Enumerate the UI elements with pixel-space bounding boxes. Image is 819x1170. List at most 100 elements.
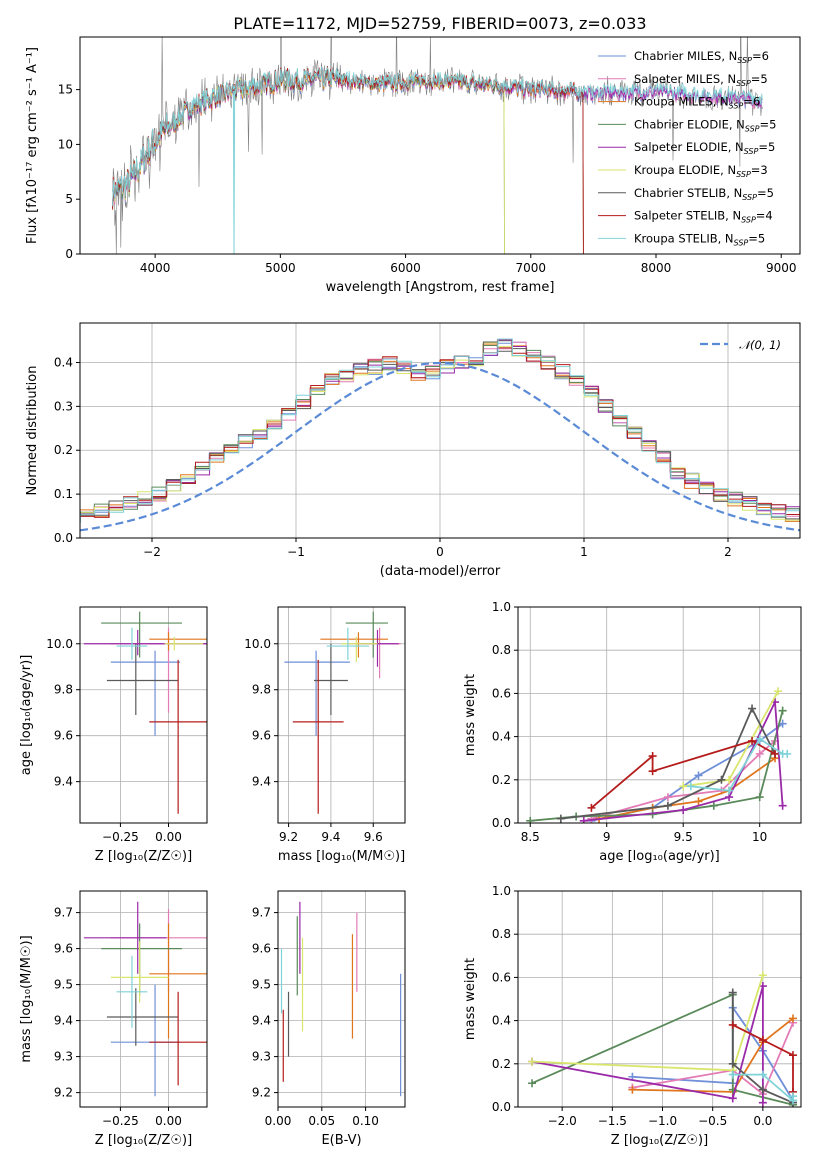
y-tick-label: 9.4	[252, 775, 271, 789]
legend-label: Kroupa STELIB, NSSP=5	[634, 231, 765, 247]
mass-weight-point	[628, 1085, 637, 1094]
model-spectrum-line	[112, 66, 763, 207]
mass-weight-point	[788, 1014, 797, 1023]
mass-weight-point	[778, 801, 787, 810]
errorbar-point	[313, 643, 348, 715]
mass-weight-point	[556, 814, 565, 823]
mass-weight-point	[748, 704, 757, 713]
mass-weight-point	[648, 767, 657, 776]
errorbar-point	[83, 629, 207, 656]
errorbar-point	[284, 650, 350, 736]
legend-label: Chabrier MILES, NSSP=6	[634, 49, 769, 65]
mass-weight-point	[728, 1059, 737, 1068]
y-axis-label: mass [log₁₀(M/M☉)]	[19, 935, 34, 1062]
mass-weight-point	[728, 1094, 737, 1103]
x-tick-label: −0.25	[102, 830, 139, 844]
errorbar-point	[116, 627, 148, 660]
y-tick-label: 0.4	[54, 355, 73, 369]
mass-weight-point	[679, 806, 688, 815]
x-tick-label: 0.00	[155, 1114, 182, 1128]
mass-vs-ebv-panel: 0.00 0.05 0.10 9.2 9.3 9.4 9.5 9.6 9.7 E(B-V)	[252, 890, 406, 1148]
errorbar-point	[149, 632, 207, 651]
errorbar-point	[110, 941, 169, 1003]
model-spectrum-line	[112, 66, 584, 254]
x-tick-label: 9.2	[279, 830, 298, 844]
mass-weight-point	[648, 752, 657, 761]
errorbar-point	[320, 632, 389, 658]
errorbar-point	[110, 984, 181, 1097]
x-tick-label: 8.5	[521, 830, 540, 844]
mass-weight-point	[758, 1098, 767, 1107]
y-tick-label: 0.2	[492, 773, 511, 787]
mass-weight-point	[783, 749, 792, 758]
legend-label: 𝒩(0, 1)	[739, 338, 781, 352]
residual-histogram-series	[80, 347, 800, 519]
y-tick-label: 15	[58, 83, 73, 97]
legend-label: Kroupa ELODIE, NSSP=3	[634, 163, 768, 179]
x-tick-label: −1	[287, 545, 305, 559]
legend-label: Salpeter STELIB, NSSP=4	[634, 209, 773, 225]
legend-label: Chabrier STELIB, NSSP=5	[634, 186, 774, 202]
y-tick-label: 0.4	[492, 730, 511, 744]
errorbar-point	[110, 650, 181, 736]
normal-distribution-curve	[80, 361, 800, 532]
y-tick-label: 0.0	[492, 1100, 511, 1114]
x-tick-label: 0.10	[352, 1114, 379, 1128]
y-tick-label: 0.0	[54, 531, 73, 545]
mass-weight-point	[663, 793, 672, 802]
mass-weight-point	[528, 1057, 537, 1066]
mass-weight-point	[679, 782, 688, 791]
age-vs-Z-panel: −0.25 0.00 9.4 9.6 9.8 10.0 Z [log₁₀(Z/Z☉)] age…	[19, 606, 208, 864]
errorbar-point	[149, 659, 207, 814]
residual-histogram-series	[80, 338, 800, 523]
y-tick-label: 0.2	[492, 1057, 511, 1071]
y-tick-label: 9.7	[252, 906, 271, 920]
mass-weight-point	[725, 775, 734, 784]
y-tick-label: 9.6	[54, 942, 73, 956]
plot-frame	[79, 36, 801, 255]
errorbar-point	[292, 659, 344, 814]
errorbar-point	[106, 643, 179, 715]
x-tick-label: 10	[752, 830, 767, 844]
y-tick-label: 5	[65, 192, 73, 206]
plot-frame	[79, 606, 208, 824]
mass-weight-point	[686, 782, 695, 791]
y-tick-label: 0.6	[492, 686, 511, 700]
y-tick-label: 0	[65, 247, 73, 261]
legend-label: Kroupa MILES, NSSP=6	[634, 95, 760, 111]
mass-weight-point	[717, 775, 726, 784]
model-spectrum-line	[112, 68, 505, 254]
spectrum-panel: 4000 5000 6000 7000 8000 9000 0 5 10 15 wavelength…	[25, 36, 801, 295]
mass-weight-point	[758, 1085, 767, 1094]
mass-weight-point	[587, 803, 596, 812]
x-axis-label: (data-model)/error	[380, 564, 501, 579]
x-axis-label: mass [log₁₀(M/M☉)]	[278, 849, 405, 864]
plot-frame	[517, 606, 802, 824]
y-tick-label: 1.0	[492, 600, 511, 614]
x-axis-label: E(B-V)	[321, 1133, 361, 1148]
errorbar-point	[83, 901, 167, 974]
legend-label: Salpeter MILES, NSSP=5	[634, 72, 768, 88]
mass-vs-Z-panel: −0.25 0.00 9.2 9.3 9.4 9.5 9.6 9.7 Z [log₁₀(Z/Z☉…	[19, 890, 208, 1148]
errorbar-point	[345, 611, 389, 658]
mass-weight-series-line	[632, 1022, 794, 1096]
x-tick-label: 9.6	[364, 830, 383, 844]
y-tick-label: 9.3	[252, 1050, 271, 1064]
x-tick-label: 0.0	[753, 1114, 772, 1128]
plot-frame	[277, 890, 406, 1108]
mass-weight-point	[758, 971, 767, 980]
mass-weight-point	[774, 687, 783, 696]
mass-weight-point	[725, 786, 734, 795]
mass-weight-point	[788, 1051, 797, 1060]
errorbar-point	[164, 636, 204, 651]
mass-weight-vs-Z-panel: −2.0 −1.5 −1.0 −0.5 0.0 0.0 0.2 0.4 0.6 0.8 1.0 Z […	[463, 884, 802, 1148]
model-spectrum-line	[112, 66, 584, 254]
model-spectrum-gap	[232, 90, 236, 254]
x-axis-label: age [log₁₀(age/yr)]	[599, 849, 720, 864]
mass-weight-point	[758, 1036, 767, 1045]
errorbar-point	[110, 909, 207, 992]
mass-weight-point	[770, 749, 779, 758]
x-tick-label: −0.25	[102, 1114, 139, 1128]
y-tick-label: 1.0	[492, 884, 511, 898]
